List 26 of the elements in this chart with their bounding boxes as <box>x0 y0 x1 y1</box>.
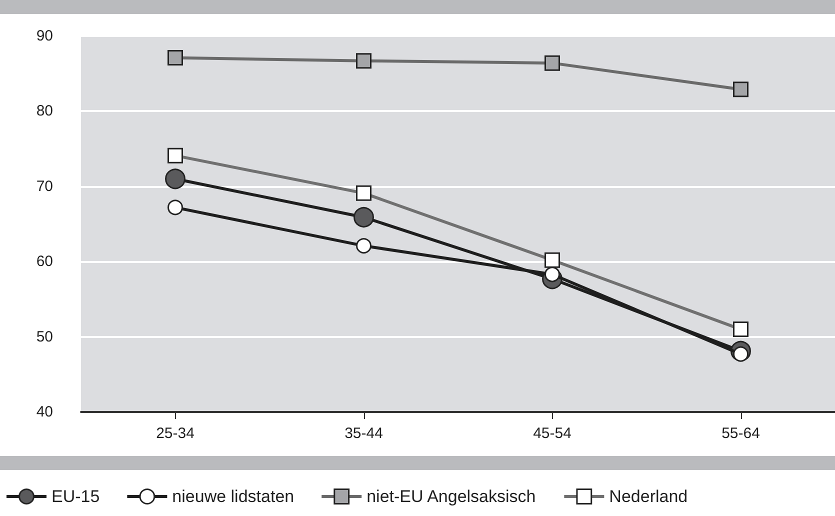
y-tick-label: 50 <box>36 328 53 346</box>
point <box>544 252 560 268</box>
point <box>733 322 748 338</box>
point <box>168 148 183 164</box>
point <box>168 200 183 216</box>
y-tick-label: 40 <box>36 404 53 420</box>
point <box>544 55 560 71</box>
point <box>356 185 372 201</box>
y-tick-label: 80 <box>36 102 53 120</box>
point <box>168 50 183 66</box>
x-tick-label: 25-34 <box>156 425 194 442</box>
y-tick-label: 90 <box>36 28 53 44</box>
y-tick-label: 60 <box>36 253 53 270</box>
x-tick-label: 45-54 <box>533 425 572 442</box>
y-tick-label: 70 <box>36 178 53 195</box>
legend-label: EU-15 <box>52 487 100 506</box>
x-tick-label: 55-64 <box>722 425 760 442</box>
x-tick-label: 35-44 <box>344 425 383 442</box>
point <box>356 53 372 69</box>
legend-label: nieuwe lidstaten <box>172 487 294 506</box>
point <box>354 206 374 228</box>
point <box>356 238 372 254</box>
point <box>733 82 748 98</box>
legend-label: Nederland <box>609 487 688 506</box>
legend-label: niet-EU Angelsaksisch <box>366 487 536 506</box>
point <box>165 168 186 190</box>
